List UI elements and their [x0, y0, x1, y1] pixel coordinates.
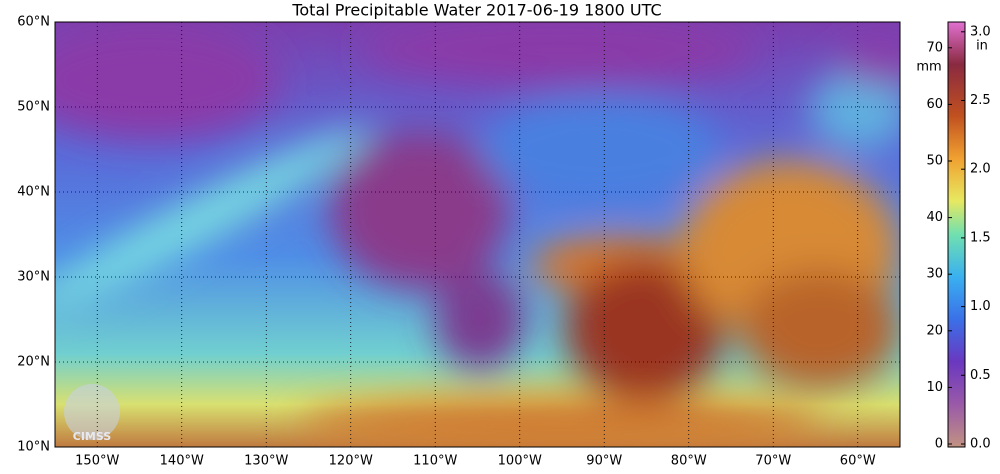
- lon-label: 100°W: [498, 454, 542, 469]
- in-tick-label: 2.0: [970, 162, 991, 177]
- colorbar-unit-in: in: [976, 39, 988, 54]
- lon-label: 110°W: [413, 454, 457, 469]
- in-tick-label: 2.5: [970, 93, 991, 108]
- mm-tick-label: 20: [926, 323, 943, 338]
- lat-label: 30°N: [17, 270, 50, 285]
- in-tick-label: 0.5: [970, 368, 991, 383]
- mm-tick-label: 40: [926, 210, 943, 225]
- in-tick-label: 3.0: [970, 24, 991, 39]
- colorbar: [947, 21, 966, 448]
- in-tick-label: 1.5: [970, 230, 991, 245]
- lat-label: 60°N: [17, 15, 50, 30]
- map-image: [55, 22, 900, 447]
- lon-label: 140°W: [160, 454, 204, 469]
- logo: CIMSS: [73, 430, 112, 443]
- mm-tick-label: 60: [926, 97, 943, 112]
- mm-tick-label: 10: [926, 380, 943, 395]
- lon-label: 80°W: [671, 454, 707, 469]
- lon-label: 120°W: [329, 454, 373, 469]
- title: Total Precipitable Water 2017-06-19 1800…: [291, 1, 661, 20]
- lon-label: 150°W: [75, 454, 119, 469]
- mm-tick-label: 0: [935, 437, 943, 452]
- map-frame: [54, 21, 901, 448]
- lat-label: 10°N: [17, 440, 50, 455]
- mm-tick-label: 50: [926, 154, 943, 169]
- lat-label: 20°N: [17, 355, 50, 370]
- lon-label: 130°W: [244, 454, 288, 469]
- lon-label: 60°W: [840, 454, 876, 469]
- colorbar-unit-mm: mm: [916, 60, 941, 75]
- mm-tick-label: 30: [926, 267, 943, 282]
- lon-label: 90°W: [586, 454, 622, 469]
- mm-tick-label: 70: [926, 40, 943, 55]
- lat-label: 40°N: [17, 185, 50, 200]
- lat-label: 50°N: [17, 100, 50, 115]
- in-tick-label: 0.0: [970, 437, 991, 452]
- lon-label: 70°W: [755, 454, 791, 469]
- in-tick-label: 1.0: [970, 299, 991, 314]
